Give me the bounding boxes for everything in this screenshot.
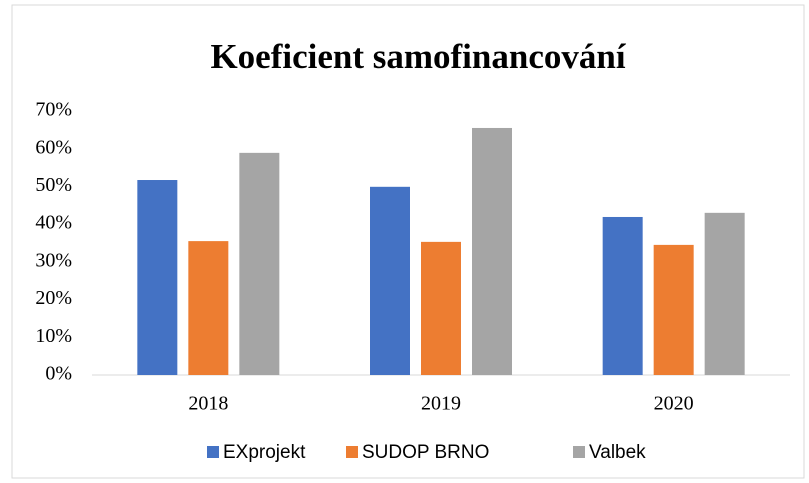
chart-title: Koeficient samofinancování — [210, 37, 626, 76]
y-tick-label: 30% — [35, 249, 72, 271]
y-tick-label: 10% — [35, 325, 72, 347]
bar — [472, 127, 512, 375]
y-tick-label: 50% — [35, 174, 72, 196]
bar — [602, 216, 643, 375]
y-tick-label: 60% — [35, 136, 72, 158]
bar — [704, 212, 745, 375]
x-tick-label: 2018 — [188, 393, 228, 415]
legend-swatch — [346, 446, 358, 458]
bar — [137, 180, 178, 375]
y-tick-label: 0% — [45, 363, 72, 385]
legend-label: Valbek — [589, 442, 646, 463]
legend-swatch — [573, 446, 585, 458]
bar — [188, 241, 229, 375]
x-tick-label: 2019 — [421, 393, 461, 415]
legend-label: SUDOP BRNO — [362, 442, 489, 463]
y-tick-label: 40% — [35, 212, 72, 234]
bar — [239, 152, 280, 375]
legend-swatch — [207, 446, 219, 458]
bar — [653, 244, 694, 375]
x-tick-label: 2020 — [654, 393, 694, 415]
y-tick-label: 70% — [35, 99, 72, 121]
y-tick-label: 20% — [35, 287, 72, 309]
legend-label: EXprojekt — [223, 442, 306, 463]
bar — [421, 241, 461, 375]
bar — [370, 186, 410, 375]
